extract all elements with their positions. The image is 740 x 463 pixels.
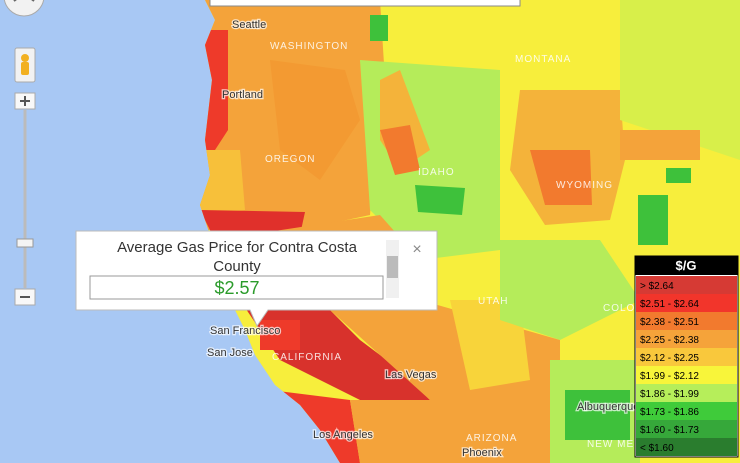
scroll-thumb[interactable]: [387, 256, 398, 278]
state-label: COLO: [603, 303, 635, 314]
legend-swatch: [636, 420, 737, 438]
popup-field: [89, 275, 384, 300]
state-label: MONTANA: [515, 54, 571, 65]
state-label: WYOMING: [556, 180, 613, 191]
legend-label: $2.38 - $2.51: [640, 317, 699, 328]
legend-label: $2.51 - $2.64: [640, 299, 699, 310]
zoom-in-icon: [20, 96, 30, 106]
legend-swatch: [636, 276, 737, 294]
legend-swatch: [636, 348, 737, 366]
zoom-handle[interactable]: [16, 238, 34, 248]
city-label: San Jose: [207, 347, 253, 359]
legend-swatch: [636, 402, 737, 420]
legend-swatch: [636, 366, 737, 384]
legend-label: $1.99 - $2.12: [640, 371, 699, 382]
city-label: Los Angeles: [313, 429, 373, 441]
city-label: Phoenix: [462, 447, 502, 459]
legend-label: $1.86 - $1.99: [640, 389, 699, 400]
legend-label: $1.60 - $1.73: [640, 425, 699, 436]
legend-swatch: [636, 330, 737, 348]
state-label: NEW ME: [587, 439, 634, 450]
pan-control[interactable]: [3, 0, 45, 17]
close-button[interactable]: ×: [412, 241, 421, 258]
city-label: Albuquerque: [577, 401, 639, 413]
state-label: WASHINGTON: [270, 41, 348, 52]
city-label: Portland: [222, 89, 263, 101]
popup-value: $2.57: [214, 278, 259, 298]
legend-label: $2.25 - $2.38: [640, 335, 699, 346]
city-label: Las Vegas: [385, 369, 437, 381]
top-box: [209, 0, 521, 7]
legend-label: < $1.60: [640, 443, 674, 454]
city-label: San Francisco: [210, 325, 280, 337]
state-label: IDAHO: [418, 167, 455, 178]
popup-title: Average Gas Price for Contra Costa County: [117, 239, 357, 275]
state-label: CALIFORNIA: [272, 352, 342, 363]
state-label: UTAH: [478, 296, 508, 307]
legend-swatch: [636, 438, 737, 456]
legend-label: $2.12 - $2.25: [640, 353, 699, 364]
legend-swatch: [636, 384, 737, 402]
legend-swatch: [636, 312, 737, 330]
legend-label: > $2.64: [640, 281, 674, 292]
city-label: Seattle: [232, 19, 266, 31]
state-label: ARIZONA: [466, 433, 517, 444]
legend-title: $/G: [676, 258, 697, 273]
pegman: [21, 62, 29, 75]
legend-header: [635, 256, 738, 275]
pegman: [21, 54, 29, 62]
legend-label: $1.73 - $1.86: [640, 407, 699, 418]
legend-swatch: [636, 294, 737, 312]
state-label: OREGON: [265, 154, 315, 165]
place-labels: Seattle WASHINGTON MONTANA Portland OREG…: [206, 18, 641, 461]
legend: $/G > $2.64 $2.51 - $2.64 $2.38 - $2.51 $2.…: [634, 255, 739, 458]
